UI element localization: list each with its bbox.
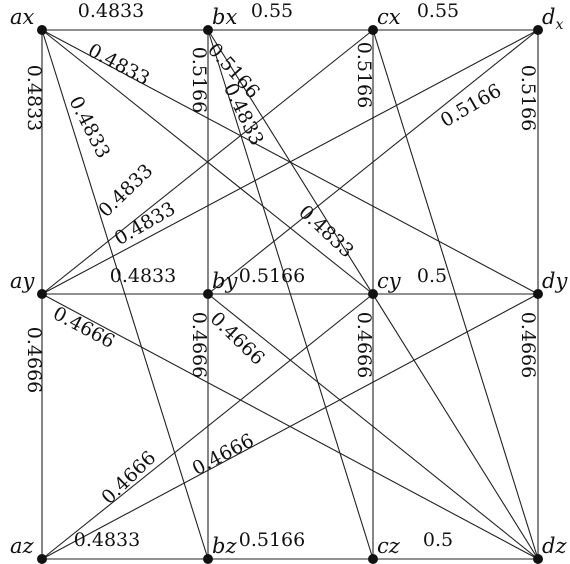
node-label-main-by: by bbox=[212, 269, 238, 293]
edge-weight-ay-dz: 0.4666 bbox=[49, 302, 118, 353]
node-label-cy: cy bbox=[377, 269, 402, 293]
edge-weight-ax-cy: 0.4833 bbox=[294, 201, 358, 262]
node-label-bz: bz bbox=[212, 534, 237, 558]
node-cx bbox=[368, 25, 378, 35]
node-dx bbox=[533, 25, 543, 35]
edge-label-layer: 0.4833 0.55 0.55 0.4833 0.5166 0.5 0.4833 0.516… bbox=[23, 0, 539, 551]
node-label-main-ay: ay bbox=[10, 269, 36, 293]
node-label-main-dx: d bbox=[542, 5, 555, 29]
node-by bbox=[203, 289, 213, 299]
node-label-main-bz: bz bbox=[212, 534, 237, 558]
node-cy bbox=[368, 289, 378, 299]
node-label-main-bx: bx bbox=[212, 5, 237, 29]
node-label-main-dz: dz bbox=[542, 534, 567, 558]
edge-layer bbox=[41, 29, 539, 560]
edge-weight-cy-cz: 0.4666 bbox=[353, 312, 375, 378]
node-label-ax: ax bbox=[10, 5, 35, 29]
node-label-main-az: az bbox=[10, 534, 35, 558]
node-az bbox=[37, 554, 47, 564]
edge-weight-ax-bx: 0.4833 bbox=[78, 0, 144, 22]
edge-weight-dy-dz: 0.4666 bbox=[517, 312, 539, 378]
node-label-main-ax: ax bbox=[10, 5, 35, 29]
edge-weight-ax-ay: 0.4833 bbox=[23, 65, 45, 131]
node-label-dy: dy bbox=[542, 269, 568, 293]
node-label-dz: dz bbox=[542, 534, 567, 558]
edge-bx-cz bbox=[207, 29, 374, 560]
node-label-main-cx: cx bbox=[377, 5, 401, 29]
node-label-cz: cz bbox=[377, 534, 401, 558]
edge-weight-ax-bz: 0.4833 bbox=[64, 93, 114, 162]
edge-weight-cx-cy: 0.5166 bbox=[353, 42, 375, 108]
node-label-cx: cx bbox=[377, 5, 401, 29]
edge-az-cy bbox=[41, 293, 374, 560]
node-dy bbox=[533, 289, 543, 299]
node-label-layer: ax bx cx dx ay by cy dy az bz cz dz bbox=[10, 5, 568, 558]
edge-weight-ay-by: 0.4833 bbox=[110, 265, 176, 287]
edge-by-dz bbox=[207, 293, 539, 560]
node-label-sub-dx: x bbox=[555, 17, 563, 33]
edge-weight-bz-cz: 0.5166 bbox=[239, 529, 305, 551]
edge-ax-bz bbox=[41, 29, 209, 560]
edge-weight-bx-by: 0.5166 bbox=[188, 47, 210, 113]
edge-weight-by-cy: 0.5166 bbox=[239, 265, 305, 287]
node-label-by: by bbox=[212, 269, 238, 293]
edge-weight-dx-dy: 0.5166 bbox=[517, 65, 539, 131]
edge-by-dx bbox=[207, 29, 539, 295]
edge-weight-bx-cx: 0.55 bbox=[251, 0, 293, 22]
edge-weight-cz-dz: 0.5 bbox=[423, 529, 453, 551]
edge-ay-cx bbox=[41, 29, 374, 295]
edge-weight-az-bz: 0.4833 bbox=[74, 529, 140, 551]
edge-weight-cx-dx: 0.55 bbox=[417, 0, 459, 22]
node-label-main-cy: cy bbox=[377, 269, 402, 293]
edge-weight-ay-az: 0.4666 bbox=[23, 327, 45, 393]
node-label-bx: bx bbox=[212, 5, 237, 29]
node-dz bbox=[533, 554, 543, 564]
node-label-ay: ay bbox=[10, 269, 36, 293]
edge-weight-cy-dy: 0.5 bbox=[417, 265, 447, 287]
node-cz bbox=[368, 554, 378, 564]
node-bx bbox=[203, 25, 213, 35]
edge-ay-dx bbox=[41, 29, 539, 295]
edge-weight-az-dy: 0.4666 bbox=[189, 429, 258, 480]
node-layer bbox=[37, 25, 543, 564]
node-label-dx: dx bbox=[542, 5, 563, 33]
edge-weight-ax-dy: 0.4833 bbox=[84, 39, 153, 90]
node-label-main-cz: cz bbox=[377, 534, 401, 558]
node-label-main-dy: dy bbox=[542, 269, 568, 293]
node-ax bbox=[37, 25, 47, 35]
edge-weight-by-bz: 0.4666 bbox=[188, 312, 210, 378]
edge-az-dy bbox=[41, 293, 539, 560]
edge-weight-by-dx: 0.5166 bbox=[437, 80, 506, 132]
node-ay bbox=[37, 289, 47, 299]
node-label-az: az bbox=[10, 534, 35, 558]
edge-cx-dz bbox=[372, 29, 539, 560]
edge-weight-az-cy: 0.4666 bbox=[97, 447, 160, 509]
node-bz bbox=[203, 554, 213, 564]
